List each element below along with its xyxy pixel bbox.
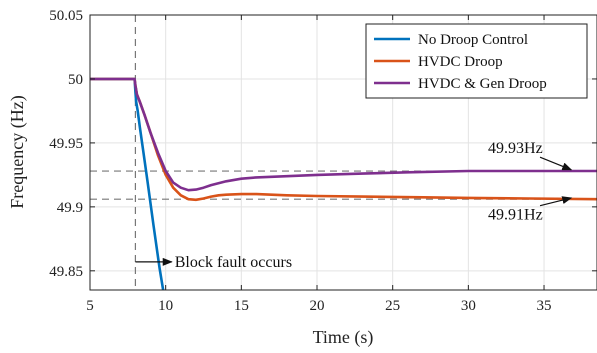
y-tick-label: 50.05 — [49, 8, 83, 24]
x-tick-label: 10 — [158, 298, 173, 314]
plot-frame — [89, 14, 597, 291]
legend-entry-hvdc-gen-droop: HVDC & Gen Droop — [418, 76, 547, 92]
series-line-hvdc-gen-droop — [90, 77, 597, 192]
legend: No Droop Control HVDC Droop HVDC & Gen Dro… — [365, 23, 588, 99]
annotation-49-91hz: 49.91Hz — [488, 207, 543, 224]
x-tick-label: 35 — [537, 298, 552, 314]
y-tick-label: 49.95 — [49, 136, 83, 152]
y-tick-label: 50 — [68, 72, 83, 88]
axis-ticks: 5 10 15 20 25 30 35 49.85 49.9 49.95 50 50.05 — [49, 8, 597, 314]
legend-entry-no-droop-control: No Droop Control — [418, 32, 528, 48]
x-tick-label: 20 — [310, 298, 325, 314]
x-tick-label: 30 — [461, 298, 476, 314]
x-axis-label: Time (s) — [313, 327, 374, 348]
annotation-49-93hz-arrow — [539, 156, 573, 171]
y-axis-label: Frequency (Hz) — [7, 95, 28, 208]
y-tick-label: 49.9 — [57, 200, 83, 216]
y-tick-label: 49.85 — [49, 264, 83, 280]
series-lines — [90, 77, 597, 290]
annotation-block-fault-occurs: Block fault occurs — [175, 254, 292, 271]
x-tick-label: 15 — [234, 298, 249, 314]
annotation-49-91hz-arrow — [539, 196, 573, 207]
legend-entry-hvdc-droop: HVDC Droop — [418, 54, 503, 70]
annotation-49-93hz: 49.93Hz — [488, 140, 543, 157]
annotations: 49.93Hz 49.91Hz Block fault occurs — [135, 140, 573, 271]
x-tick-label: 5 — [86, 298, 94, 314]
x-tick-label: 25 — [385, 298, 400, 314]
